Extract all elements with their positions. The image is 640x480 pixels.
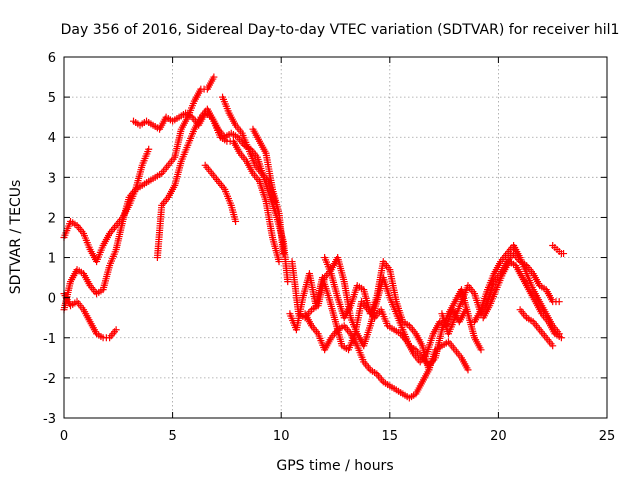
y-tick-label: 6 bbox=[48, 51, 56, 66]
data-point bbox=[557, 334, 565, 342]
x-tick-label: 10 bbox=[273, 429, 290, 444]
series-track-8 bbox=[249, 125, 287, 258]
chart-title: Day 356 of 2016, Sidereal Day-to-day VTE… bbox=[61, 22, 620, 38]
data-point bbox=[145, 145, 153, 153]
data-marks bbox=[60, 73, 568, 402]
y-tick-label: 0 bbox=[48, 292, 56, 307]
series-track-2 bbox=[60, 73, 218, 314]
y-tick-label: 5 bbox=[48, 91, 56, 106]
x-tick-label: 25 bbox=[599, 429, 616, 444]
series-track-6 bbox=[201, 161, 240, 225]
data-point bbox=[279, 250, 287, 258]
series-track-3 bbox=[60, 290, 120, 342]
series-track-12 bbox=[321, 254, 433, 374]
data-point bbox=[284, 278, 292, 286]
axes: 0 5 10 15 20 25 -3 -2 -1 0 1 2 3 4 5 6 bbox=[43, 51, 615, 444]
data-point bbox=[464, 366, 472, 374]
x-tick-label: 15 bbox=[382, 429, 399, 444]
data-point bbox=[425, 366, 433, 374]
data-point bbox=[232, 217, 240, 225]
gridlines bbox=[64, 57, 607, 418]
series-track-5 bbox=[153, 105, 283, 266]
data-point bbox=[112, 326, 120, 334]
data-point bbox=[549, 342, 557, 350]
x-tick-label: 20 bbox=[490, 429, 507, 444]
series-track-1 bbox=[60, 145, 153, 266]
series-track-7 bbox=[219, 93, 279, 205]
y-tick-label: 3 bbox=[48, 171, 56, 186]
series-track-17 bbox=[549, 242, 568, 258]
series-track-11 bbox=[301, 310, 472, 402]
x-tick-label: 0 bbox=[60, 429, 68, 444]
series-track-14 bbox=[471, 242, 563, 338]
series-track-16 bbox=[516, 306, 557, 350]
data-point bbox=[210, 73, 218, 81]
series-track-15 bbox=[479, 258, 565, 342]
y-tick-label: -3 bbox=[43, 412, 56, 427]
y-tick-label: 1 bbox=[48, 252, 56, 267]
data-point bbox=[555, 298, 563, 306]
plot-frame bbox=[63, 56, 608, 419]
y-tick-label: 2 bbox=[48, 211, 56, 226]
x-axis-label: GPS time / hours bbox=[276, 458, 393, 474]
data-point bbox=[477, 346, 485, 354]
y-tick-label: -2 bbox=[43, 372, 56, 387]
y-axis-label: SDTVAR / TECUs bbox=[8, 180, 24, 295]
data-point bbox=[560, 250, 568, 258]
y-tick-label: 4 bbox=[48, 131, 56, 146]
data-point bbox=[275, 258, 283, 266]
y-tick-label: -1 bbox=[43, 332, 56, 347]
x-tick-label: 5 bbox=[168, 429, 176, 444]
